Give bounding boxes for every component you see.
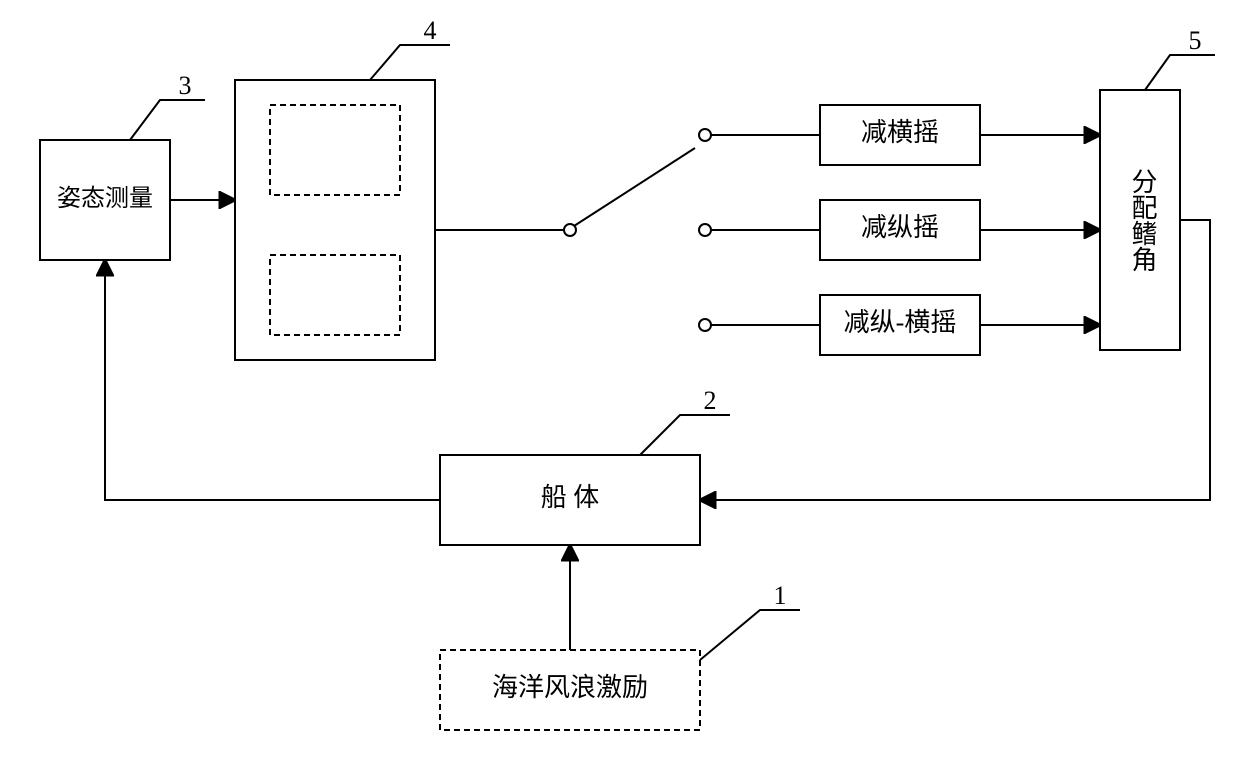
block-allocate-fin-angle-label: 分配鳍角 (1128, 168, 1157, 272)
block-hull: 船 体 (440, 455, 700, 545)
block-reduce-pitch: 减纵摇 (820, 200, 980, 260)
block-attitude-forecast (270, 105, 400, 195)
block-attitude-measure-label: 姿态测量 (57, 185, 153, 212)
block-hull-label: 船 体 (541, 483, 600, 512)
leader-line-5 (1145, 55, 1215, 90)
block-attitude-measure: 姿态测量 (40, 140, 170, 260)
block-dynamic-balance (270, 255, 400, 335)
switch-arm (574, 148, 695, 226)
leader-number-1: 1 (774, 581, 787, 610)
leader-number-4: 4 (424, 16, 437, 45)
block-reduce-pitch-roll: 减纵-横摇 (820, 295, 980, 355)
leader-number-2: 2 (704, 386, 717, 415)
switch-terminal-1 (699, 129, 711, 141)
leader-number-3: 3 (179, 71, 192, 100)
block-reduce-pitch-label: 减纵摇 (861, 213, 939, 242)
block-allocate-fin-angle: 分配鳍角 (1100, 90, 1180, 350)
block-sea-excitation: 海洋风浪激励 (440, 650, 700, 730)
block-reduce-pitch-roll-label: 减纵-横摇 (844, 308, 957, 337)
leader-line-3 (130, 100, 205, 140)
block-diagram: 海洋风浪激励船 体 姿态测量 分配鳍角 减横摇减纵摇减纵-横摇 1 2 3 4 5 (0, 0, 1239, 770)
block-reduce-roll: 减横摇 (820, 105, 980, 165)
leader-line-1 (700, 610, 800, 660)
leader-number-5: 5 (1189, 26, 1202, 55)
block-sea-excitation-label: 海洋风浪激励 (492, 673, 648, 702)
block-reduce-roll-label: 减横摇 (861, 118, 939, 147)
switch-terminal-2 (699, 224, 711, 236)
leader-line-2 (640, 415, 730, 455)
switch-terminal-3 (699, 319, 711, 331)
leader-line-4 (370, 45, 450, 80)
